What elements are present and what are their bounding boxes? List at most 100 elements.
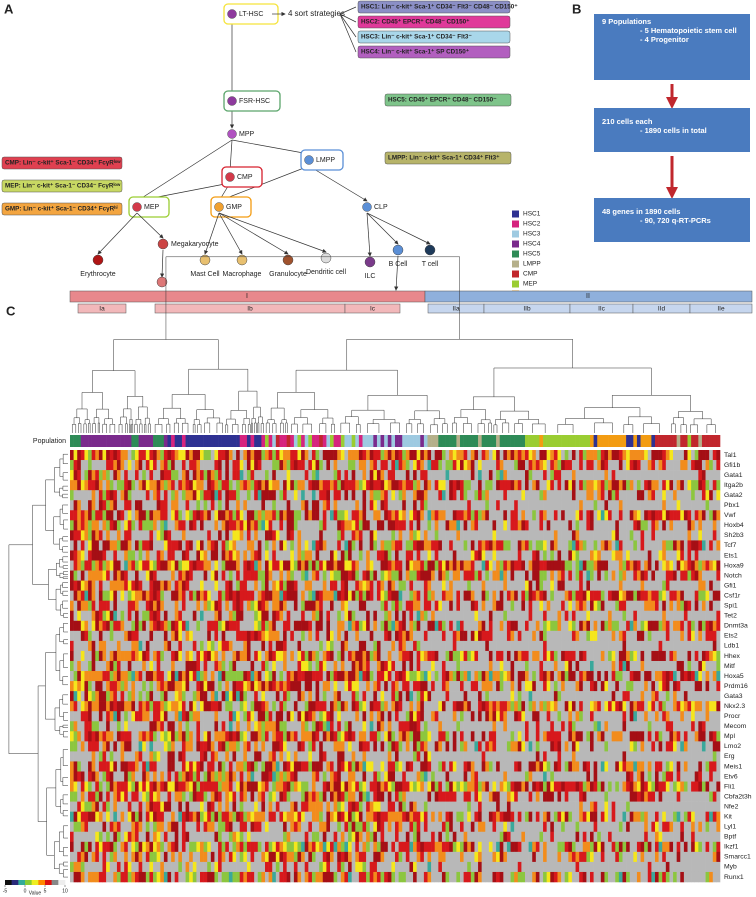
- heatmap-cell: [597, 610, 602, 622]
- population-cell: [405, 435, 410, 447]
- heatmap-cell: [597, 460, 602, 471]
- dendrogram-link: [147, 423, 151, 433]
- heatmap-cell: [510, 470, 515, 481]
- heatmap-cell: [246, 630, 251, 642]
- heatmap-cell: [409, 490, 414, 501]
- population-cell: [351, 435, 356, 447]
- heatmap-cell: [409, 540, 414, 551]
- heatmap-cell: [384, 510, 389, 521]
- dendrogram-link: [291, 423, 298, 433]
- heatmap-cell: [481, 500, 486, 511]
- heatmap-cell: [88, 510, 92, 521]
- heatmap-cell: [514, 681, 519, 692]
- heatmap-cell: [236, 681, 241, 692]
- heatmap-cell: [293, 671, 298, 682]
- heatmap-cell: [438, 460, 443, 471]
- heatmap-cell: [438, 570, 443, 581]
- heatmap-cell: [185, 510, 190, 521]
- dendrogram-link: [193, 419, 200, 425]
- heatmap-cell: [120, 570, 125, 581]
- heatmap-cell: [337, 540, 342, 551]
- heatmap-cell: [293, 630, 298, 642]
- heatmap-cell: [615, 590, 620, 601]
- heatmap-cell: [275, 450, 280, 461]
- heatmap-cell: [181, 630, 186, 642]
- cell-label: Megakaryocyte: [171, 241, 219, 248]
- heatmap-cell: [174, 460, 179, 471]
- heatmap-cell: [460, 570, 464, 581]
- step-text: 48 genes in 1890 cells: [602, 207, 680, 216]
- population-cell: [535, 435, 540, 447]
- heatmap-cell: [160, 590, 165, 601]
- heatmap-cell: [564, 600, 569, 612]
- heatmap-cell: [553, 570, 558, 581]
- heatmap-cell: [149, 480, 154, 491]
- population-cell: [449, 435, 454, 447]
- heatmap-cell: [582, 530, 587, 541]
- heatmap-cell: [604, 580, 609, 591]
- dendrogram-link: [158, 418, 169, 425]
- heatmap-cell: [380, 510, 385, 521]
- heatmap-cell: [514, 640, 519, 652]
- heatmap-cell: [452, 610, 457, 622]
- heatmap-cell: [543, 550, 547, 561]
- heatmap-cell: [135, 540, 139, 551]
- heatmap-cell: [579, 460, 584, 471]
- heatmap-cell: [553, 681, 558, 692]
- heatmap-cell: [178, 640, 183, 652]
- heatmap-cell: [70, 671, 74, 682]
- heatmap-cell: [73, 660, 78, 672]
- heatmap-cell: [106, 620, 111, 632]
- heatmap-cell: [539, 560, 544, 571]
- heatmap-cell: [658, 610, 663, 622]
- heatmap-cell: [658, 620, 663, 632]
- heatmap-cell: [319, 560, 324, 571]
- heatmap-cell: [340, 671, 345, 682]
- heatmap-cell: [272, 470, 277, 481]
- heatmap-cell: [351, 681, 356, 692]
- cell-icon: [157, 238, 169, 250]
- heatmap-cell: [604, 650, 609, 662]
- heatmap-cell: [384, 570, 389, 581]
- heatmap-cell: [293, 450, 298, 461]
- heatmap-cell: [636, 530, 641, 541]
- population-cell: [304, 435, 309, 447]
- heatmap-cell: [640, 450, 645, 461]
- heatmap-cell: [131, 520, 136, 531]
- heatmap-cell: [651, 450, 656, 461]
- heatmap-cell: [178, 580, 183, 591]
- heatmap-cell: [232, 640, 237, 652]
- heatmap-cell: [579, 600, 584, 612]
- heatmap-cell: [665, 510, 670, 521]
- dendrogram-link: [63, 639, 68, 645]
- heatmap-cell: [380, 570, 385, 581]
- heatmap-cell: [84, 590, 89, 601]
- heatmap-cell: [279, 550, 284, 561]
- heatmap-cell: [221, 480, 226, 491]
- heatmap-cell: [84, 500, 89, 511]
- heatmap-cell: [286, 560, 291, 571]
- heatmap-cell: [506, 540, 511, 551]
- heatmap-cell: [70, 610, 74, 622]
- heatmap-cell: [633, 510, 638, 521]
- heatmap-cell: [452, 530, 457, 541]
- heatmap-cell: [225, 660, 230, 672]
- heatmap-cell: [662, 510, 667, 521]
- heatmap-cell: [135, 620, 139, 632]
- heatmap-cell: [384, 450, 389, 461]
- heatmap-cell: [387, 550, 392, 561]
- heatmap-cell: [286, 510, 291, 521]
- population-cell: [633, 435, 638, 447]
- heatmap-cell: [297, 570, 302, 581]
- heatmap-cell: [387, 570, 392, 581]
- heatmap-cell: [427, 610, 432, 622]
- population-cell: [582, 435, 587, 447]
- heatmap-cell: [626, 510, 631, 521]
- heatmap-cell: [366, 520, 371, 531]
- heatmap-cell: [192, 630, 197, 642]
- heatmap-cell: [286, 480, 291, 491]
- heatmap-cell: [106, 590, 111, 601]
- heatmap-cell: [196, 600, 201, 612]
- heatmap-cell: [698, 590, 703, 601]
- heatmap-cell: [142, 460, 147, 471]
